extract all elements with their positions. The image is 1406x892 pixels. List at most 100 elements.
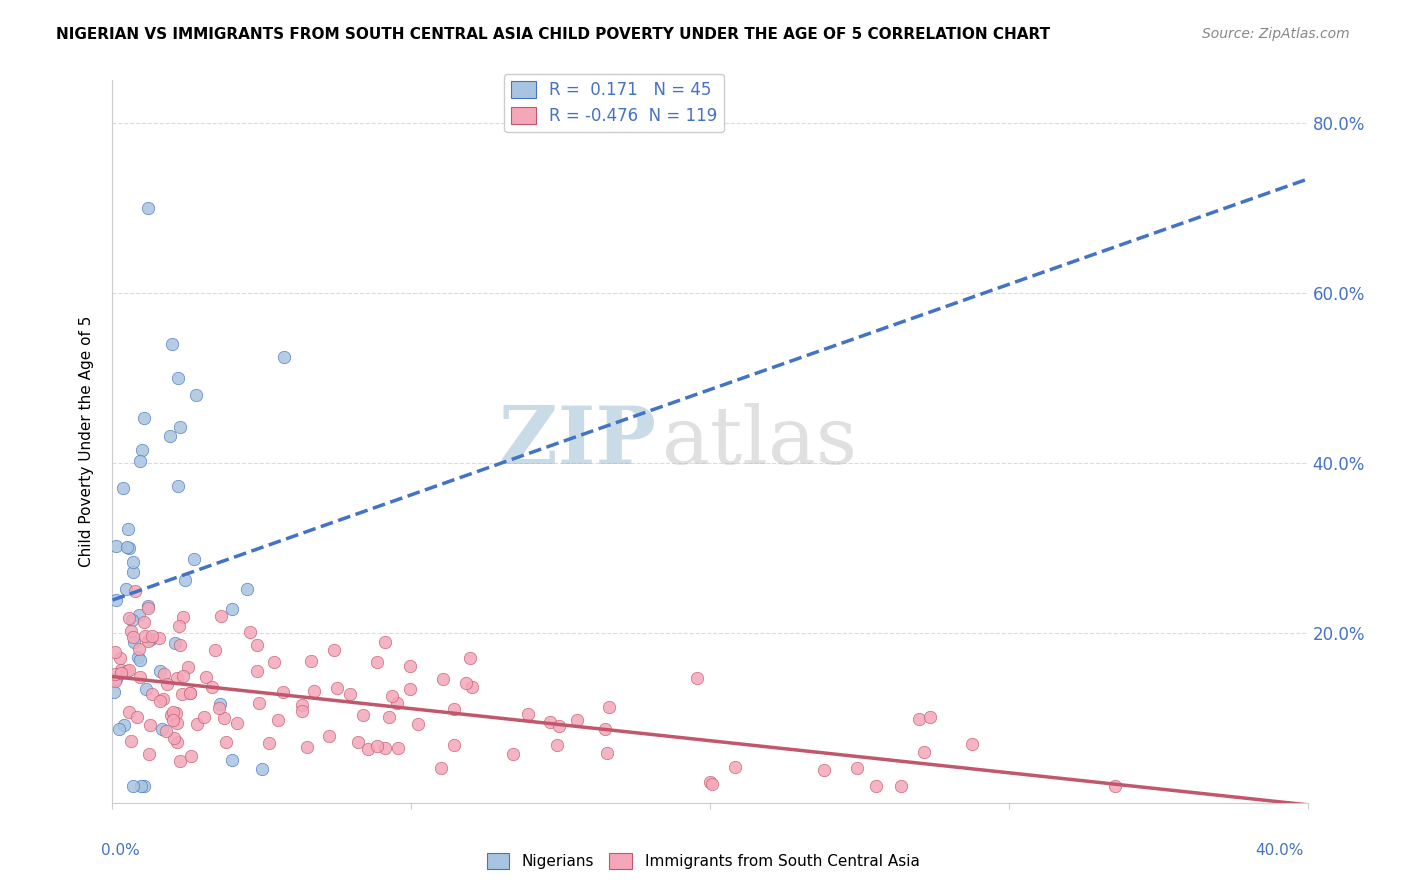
Point (122, 630, 145, 644)
Point (166, 715, 188, 730)
Point (458, 650, 481, 665)
Point (121, 613, 143, 627)
Point (128, 608, 150, 623)
Point (546, 738, 568, 752)
Point (149, 694, 172, 708)
Point (104, 673, 127, 688)
Point (250, 762, 273, 776)
Point (593, 722, 616, 736)
Point (180, 748, 202, 763)
Point (299, 654, 322, 668)
Legend: R =  0.171   N = 45, R = -0.476  N = 119: R = 0.171 N = 45, R = -0.476 N = 119 (505, 74, 724, 132)
Point (193, 710, 215, 724)
Point (110, 666, 132, 681)
Point (110, 663, 132, 677)
Point (429, 762, 451, 776)
Point (105, 672, 128, 686)
Point (724, 760, 747, 774)
Point (517, 706, 540, 721)
Point (167, 478, 190, 492)
Point (122, 566, 145, 580)
Point (155, 724, 177, 739)
Point (138, 747, 160, 762)
Point (162, 336, 183, 351)
Point (339, 688, 361, 702)
Point (169, 619, 191, 633)
Point (122, 635, 145, 649)
Text: NIGERIAN VS IMMIGRANTS FROM SOUTH CENTRAL ASIA CHILD POVERTY UNDER THE AGE OF 5 : NIGERIAN VS IMMIGRANTS FROM SOUTH CENTRA… (56, 27, 1050, 42)
Point (686, 671, 709, 685)
Point (127, 649, 149, 664)
Point (120, 733, 142, 747)
Text: Source: ZipAtlas.com: Source: ZipAtlas.com (1202, 27, 1350, 41)
Point (118, 663, 141, 677)
Point (166, 671, 188, 685)
Point (366, 739, 388, 753)
Y-axis label: Child Poverty Under the Age of 5: Child Poverty Under the Age of 5 (79, 316, 94, 567)
Point (169, 420, 191, 434)
Point (323, 643, 346, 657)
Point (162, 714, 184, 728)
Point (183, 551, 205, 566)
Point (186, 717, 208, 731)
Point (103, 685, 125, 699)
Point (134, 615, 156, 630)
Point (461, 680, 484, 694)
Point (302, 684, 325, 698)
Point (267, 713, 290, 727)
Point (117, 522, 139, 536)
Point (700, 777, 723, 791)
Point (169, 754, 191, 768)
Point (962, 737, 984, 751)
Text: 0.0%: 0.0% (101, 843, 141, 858)
Point (247, 696, 270, 710)
Point (357, 741, 380, 756)
Point (548, 719, 571, 733)
Point (162, 706, 184, 720)
Point (353, 708, 375, 723)
Point (127, 710, 149, 724)
Point (148, 632, 170, 646)
Point (179, 686, 201, 700)
Point (239, 625, 262, 640)
Point (443, 702, 465, 716)
Point (122, 779, 145, 793)
Point (124, 583, 146, 598)
Point (271, 685, 294, 699)
Point (172, 669, 194, 683)
Point (432, 673, 454, 687)
Point (291, 704, 314, 718)
Point (122, 555, 145, 569)
Point (221, 753, 243, 767)
Point (366, 655, 388, 669)
Point (912, 745, 935, 759)
Point (104, 539, 127, 553)
Point (538, 714, 561, 729)
Point (408, 717, 430, 731)
Point (346, 735, 368, 749)
Point (160, 708, 183, 723)
Point (236, 582, 259, 597)
Point (174, 573, 197, 587)
Point (104, 593, 127, 607)
Point (172, 687, 194, 701)
Point (378, 709, 401, 723)
Point (204, 642, 226, 657)
Point (399, 682, 422, 697)
Point (596, 746, 619, 760)
Text: atlas: atlas (662, 402, 858, 481)
Point (135, 682, 157, 697)
Point (108, 723, 131, 737)
Point (246, 638, 269, 652)
Point (120, 624, 142, 638)
Point (129, 653, 152, 667)
Point (195, 670, 218, 684)
Point (291, 698, 314, 712)
Point (115, 664, 138, 678)
Point (865, 779, 887, 793)
Point (149, 665, 172, 679)
Point (918, 710, 941, 724)
Point (399, 658, 422, 673)
Point (128, 642, 150, 657)
Point (207, 701, 229, 715)
